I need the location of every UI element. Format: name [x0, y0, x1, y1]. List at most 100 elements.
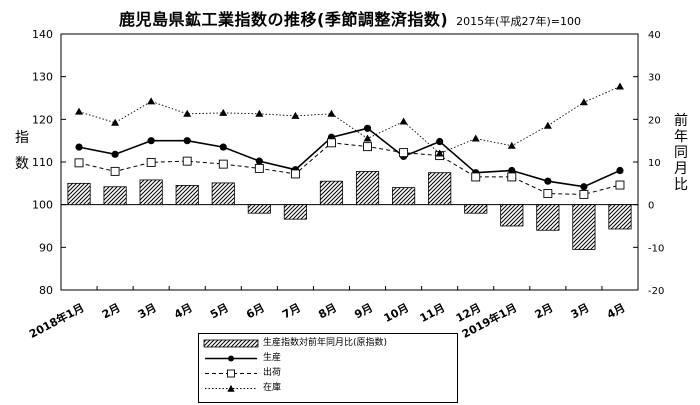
legend-label-production: 生産: [263, 353, 282, 363]
title-base-year: 2015年(平成27年)=100: [456, 15, 581, 28]
right-tick-label: -20: [648, 286, 664, 297]
point-production: [111, 150, 119, 158]
point-inventory: [435, 149, 444, 157]
point-inventory: [399, 117, 408, 125]
x-tick-label: 4月: [172, 301, 195, 321]
point-shipments: [110, 166, 120, 176]
legend-inventory-swatch: [205, 384, 257, 392]
point-production: [544, 177, 552, 185]
x-tick-label: 6月: [244, 301, 267, 321]
point-inventory: [543, 121, 552, 129]
legend-hatch-swatch: [203, 339, 259, 348]
x-tick-label: 10月: [382, 301, 411, 325]
bar-yoy: [355, 170, 380, 206]
left-tick-label: 130: [32, 71, 53, 84]
point-shipments: [471, 172, 481, 182]
legend-production-swatch: [205, 355, 257, 362]
point-inventory: [255, 109, 264, 117]
legend-shipments-swatch: [205, 369, 257, 378]
point-production: [75, 143, 83, 151]
bar-yoy: [211, 182, 235, 206]
title-main: 鹿児島県鉱工業指数の推移(季節調整済指数): [119, 10, 449, 29]
point-production: [508, 166, 516, 175]
x-tick-label: 2018年1月: [27, 300, 87, 341]
legend-label-shipments: 出荷: [263, 368, 282, 378]
bar-yoy: [247, 204, 271, 214]
point-production: [147, 137, 155, 145]
point-shipments: [399, 148, 409, 158]
chart-title: 鹿児島県鉱工業指数の推移(季節調整済指数) 2015年(平成27年)=100: [0, 6, 700, 30]
x-tick-label: 2月: [100, 301, 123, 321]
left-tick-label: 80: [39, 284, 53, 297]
right-tick-label: 20: [648, 115, 661, 126]
point-inventory: [471, 134, 480, 142]
right-tick-label: 30: [648, 73, 661, 84]
legend-item-inventory: 在庫: [203, 382, 281, 395]
bar-yoy: [103, 186, 127, 206]
point-shipments: [254, 163, 264, 173]
point-shipments: [615, 180, 625, 190]
point-shipments: [146, 157, 156, 167]
point-production: [255, 157, 263, 165]
series-line-open-square: [78, 142, 621, 195]
point-inventory: [327, 109, 336, 117]
bar-yoy: [319, 180, 344, 206]
point-inventory: [183, 109, 192, 117]
point-production: [436, 137, 444, 146]
right-axis-label: 前年同月比: [673, 113, 689, 193]
x-tick-label: 7月: [280, 301, 303, 321]
bar-yoy: [500, 204, 524, 227]
point-inventory: [615, 82, 624, 90]
left-tick-label: 90: [39, 241, 53, 254]
series-line-filled-circle: [78, 127, 621, 188]
point-shipments: [290, 169, 300, 179]
right-tick-label: 0: [648, 201, 654, 212]
x-tick-label: 4月: [605, 301, 628, 321]
legend-item-production: 生産: [203, 352, 281, 365]
left-tick-label: 100: [32, 199, 53, 212]
bar-yoy: [536, 204, 560, 231]
legend-item-shipments: 出荷: [203, 367, 281, 380]
right-axis-label-text: 前年同月比: [674, 113, 688, 193]
bar-yoy: [572, 204, 596, 250]
point-inventory: [219, 108, 228, 116]
point-shipments: [363, 142, 372, 152]
left-tick-label: 110: [32, 156, 53, 169]
right-tick-label: 10: [648, 158, 661, 169]
point-shipments: [218, 159, 228, 169]
legend-label-bar: 生産指数対前年同月比(原指数): [263, 338, 388, 348]
x-tick-label: 5月: [208, 301, 231, 321]
left-axis-label: 指数: [14, 130, 30, 182]
legend: 生産指数対前年同月比(原指数) 生産 出荷 在庫: [198, 333, 458, 403]
point-inventory: [75, 107, 84, 115]
x-tick-label: 8月: [316, 301, 339, 321]
point-inventory: [291, 111, 300, 119]
bar-yoy: [608, 204, 632, 230]
point-shipments: [182, 156, 192, 166]
bar-yoy: [67, 182, 91, 206]
left-tick-label: 120: [32, 113, 53, 126]
point-shipments: [74, 158, 84, 168]
plot-area: 80 90 100 110 120 130 140 -20 -10 0 10 20 30 40 2018年1…: [27, 28, 665, 341]
bar-yoy: [283, 204, 307, 220]
point-production: [219, 143, 227, 151]
point-shipments: [507, 172, 517, 182]
point-shipments: [579, 189, 589, 199]
series-line-filled-triangle: [78, 86, 621, 155]
bar-yoy: [464, 204, 488, 214]
bar-yoy: [392, 187, 416, 206]
left-axis-label-text: 指数: [15, 130, 29, 172]
x-tick-label: 3月: [136, 301, 159, 321]
right-tick-label: -10: [648, 243, 664, 254]
bar-yoy: [175, 185, 199, 206]
point-production: [616, 166, 624, 175]
point-inventory: [147, 97, 156, 105]
point-inventory: [507, 141, 516, 149]
x-tick-label: 3月: [569, 301, 592, 321]
point-inventory: [111, 118, 120, 126]
right-tick-label: 40: [648, 30, 661, 41]
x-tick-label: 2月: [533, 301, 556, 321]
point-inventory: [579, 98, 588, 106]
legend-label-inventory: 在庫: [263, 383, 282, 393]
